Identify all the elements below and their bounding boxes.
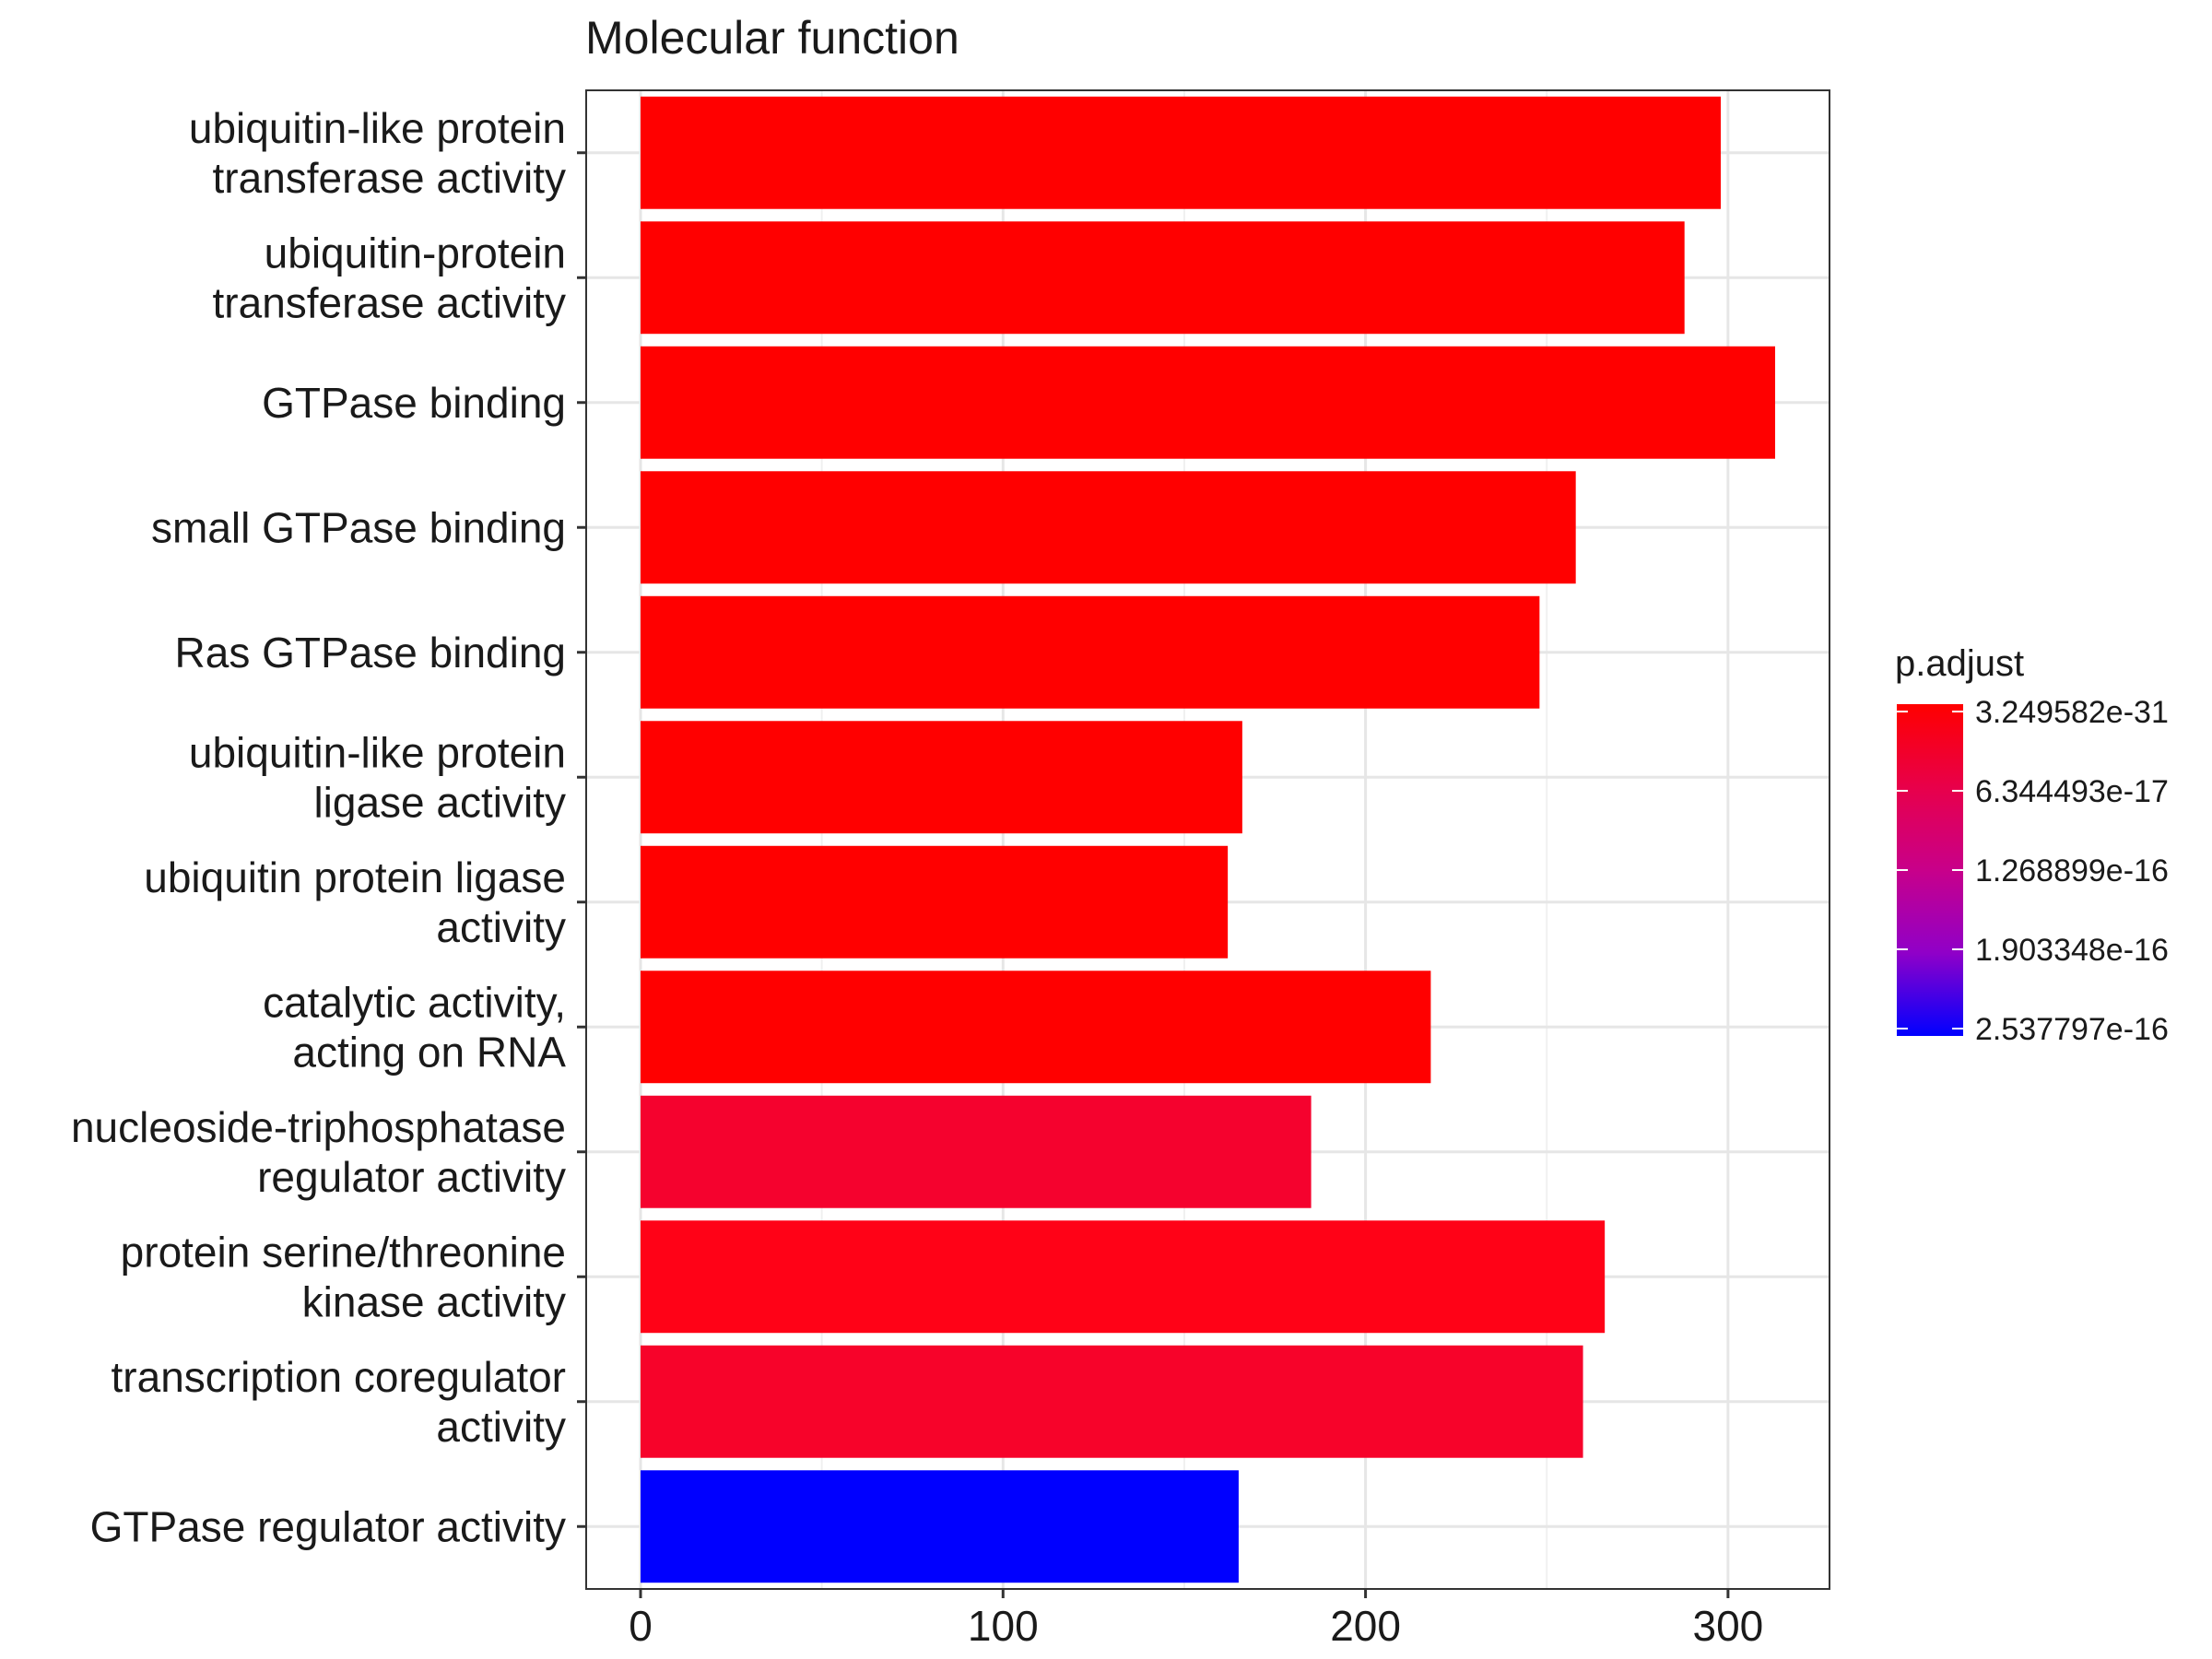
y-tick-label: nucleoside-triphosphatase bbox=[71, 1103, 566, 1151]
y-tick-label: kinase activity bbox=[302, 1277, 566, 1325]
legend-label: 2.537797e-16 bbox=[1975, 1012, 2169, 1047]
y-tick-label: transcription coregulator bbox=[112, 1353, 566, 1401]
y-tick-label: Ras GTPase binding bbox=[175, 629, 566, 677]
y-tick-label: protein serine/threonine bbox=[121, 1228, 566, 1276]
legend-labels: 3.249582e-31 6.344493e-17 1.268899e-16 1.90… bbox=[1897, 695, 2169, 1047]
x-tick-label: 0 bbox=[629, 1602, 653, 1650]
bar bbox=[640, 1470, 1239, 1583]
bar bbox=[640, 595, 1540, 709]
y-tick-label: small GTPase binding bbox=[151, 503, 566, 551]
y-tick-label: regulator activity bbox=[257, 1153, 566, 1201]
bar bbox=[640, 96, 1722, 209]
chart-title: Molecular function bbox=[585, 12, 959, 64]
legend-label: 3.249582e-31 bbox=[1975, 695, 2169, 730]
x-tick-label: 100 bbox=[968, 1602, 1039, 1650]
y-tick-label: GTPase regulator activity bbox=[90, 1502, 566, 1550]
color-legend: p.adjust 3.249582e-31 6.344493e-17 1.26889… bbox=[1895, 643, 2169, 1047]
y-tick-label: ubiquitin-like protein bbox=[189, 104, 566, 152]
y-tick-label: catalytic activity, bbox=[263, 978, 566, 1026]
y-tick-label: ubiquitin protein ligase bbox=[144, 853, 566, 901]
bar bbox=[640, 971, 1431, 1084]
y-tick-label: ligase activity bbox=[313, 778, 566, 826]
plot-panel-background bbox=[586, 90, 1830, 1589]
plot-panel-border bbox=[585, 89, 1830, 1590]
y-tick-label: activity bbox=[436, 903, 566, 951]
y-tick-label: acting on RNA bbox=[292, 1028, 566, 1076]
y-tick-label: ubiquitin-protein bbox=[265, 229, 566, 276]
bar bbox=[640, 346, 1776, 459]
y-tick-label: transferase activity bbox=[213, 154, 566, 202]
y-tick-label: GTPase binding bbox=[262, 379, 566, 427]
y-tick-label: activity bbox=[436, 1403, 566, 1451]
y-tick-label: ubiquitin-like protein bbox=[189, 728, 566, 776]
bar bbox=[640, 845, 1229, 959]
bars bbox=[640, 96, 1776, 1583]
x-tick-label: 300 bbox=[1693, 1602, 1764, 1650]
bar bbox=[640, 471, 1576, 584]
bar bbox=[640, 221, 1685, 335]
bar bbox=[640, 721, 1242, 834]
x-tick-label: 200 bbox=[1330, 1602, 1401, 1650]
legend-label: 1.268899e-16 bbox=[1975, 853, 2169, 888]
bar bbox=[640, 1345, 1583, 1458]
legend-label: 1.903348e-16 bbox=[1975, 933, 2169, 968]
legend-title: p.adjust bbox=[1895, 643, 2024, 684]
y-tick-label: transferase activity bbox=[213, 278, 566, 326]
x-axis-ticks: 0 100 200 300 bbox=[629, 1589, 1763, 1650]
legend-label: 6.344493e-17 bbox=[1975, 774, 2169, 809]
bar bbox=[640, 1220, 1606, 1334]
bar bbox=[640, 1095, 1312, 1208]
